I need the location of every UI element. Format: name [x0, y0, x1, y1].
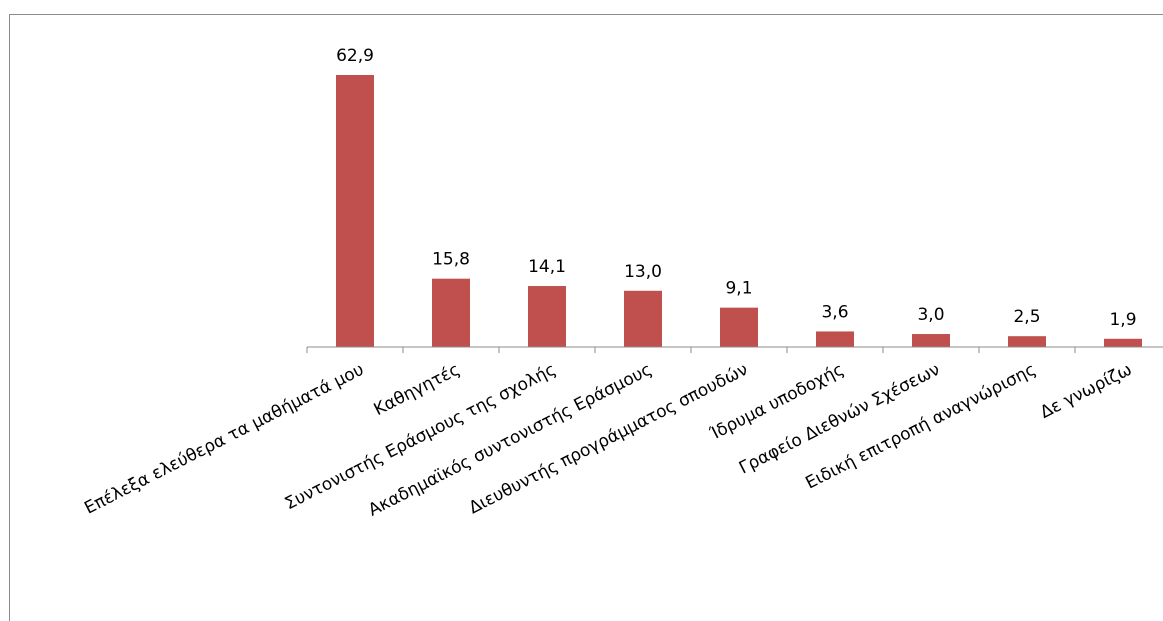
value-label: 13,0	[624, 262, 662, 282]
chart-frame	[9, 14, 1163, 621]
bar	[336, 75, 374, 347]
value-label: 9,1	[725, 279, 752, 299]
bar	[624, 290, 662, 347]
bar	[528, 286, 566, 347]
category-labels-group: Επέλεξα ελεύθερα τα μαθήματά μου Καθηγητέ…	[81, 360, 1135, 521]
bar	[912, 334, 950, 347]
bar	[1008, 336, 1046, 347]
value-label: 3,6	[821, 302, 848, 322]
bar	[816, 331, 854, 347]
bar	[720, 307, 758, 347]
x-axis-ticks	[306, 347, 1076, 353]
bar	[432, 278, 470, 347]
value-label: 3,0	[917, 305, 944, 325]
value-labels-group: 62,9 15,8 14,1 13,0 9,1 3,6 3,0 2,5 1,9	[336, 46, 1136, 330]
value-label: 15,8	[432, 250, 470, 270]
bar	[1104, 338, 1142, 347]
value-label: 62,9	[336, 46, 374, 66]
value-label: 1,9	[1109, 310, 1136, 330]
category-label: Δε γνωρίζω	[1037, 360, 1135, 423]
value-label: 14,1	[528, 257, 566, 277]
bars-group	[336, 75, 1142, 347]
value-label: 2,5	[1013, 307, 1040, 327]
